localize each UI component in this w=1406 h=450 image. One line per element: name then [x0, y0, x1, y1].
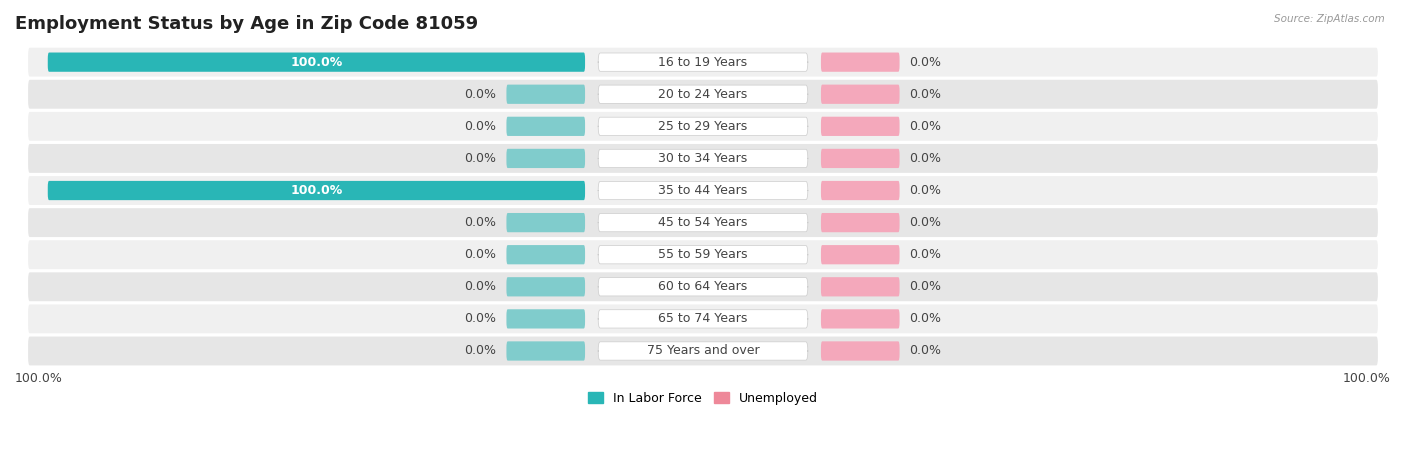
Text: 0.0%: 0.0%	[464, 152, 496, 165]
FancyBboxPatch shape	[598, 310, 808, 328]
Text: 0.0%: 0.0%	[464, 216, 496, 229]
FancyBboxPatch shape	[598, 53, 808, 71]
Text: 25 to 29 Years: 25 to 29 Years	[658, 120, 748, 133]
FancyBboxPatch shape	[506, 117, 585, 136]
Text: 0.0%: 0.0%	[464, 280, 496, 293]
Text: 0.0%: 0.0%	[910, 88, 942, 101]
FancyBboxPatch shape	[28, 240, 1378, 269]
Text: 30 to 34 Years: 30 to 34 Years	[658, 152, 748, 165]
Text: 0.0%: 0.0%	[464, 88, 496, 101]
FancyBboxPatch shape	[821, 245, 900, 264]
Text: 65 to 74 Years: 65 to 74 Years	[658, 312, 748, 325]
FancyBboxPatch shape	[506, 342, 585, 360]
Legend: In Labor Force, Unemployed: In Labor Force, Unemployed	[583, 387, 823, 410]
FancyBboxPatch shape	[506, 245, 585, 264]
Text: 0.0%: 0.0%	[910, 248, 942, 261]
FancyBboxPatch shape	[598, 278, 808, 296]
FancyBboxPatch shape	[598, 213, 808, 232]
Text: 20 to 24 Years: 20 to 24 Years	[658, 88, 748, 101]
FancyBboxPatch shape	[598, 149, 808, 167]
Text: 0.0%: 0.0%	[910, 216, 942, 229]
FancyBboxPatch shape	[506, 309, 585, 328]
FancyBboxPatch shape	[598, 246, 808, 264]
Text: 0.0%: 0.0%	[464, 345, 496, 357]
Text: 0.0%: 0.0%	[910, 312, 942, 325]
Text: 16 to 19 Years: 16 to 19 Years	[658, 56, 748, 69]
Text: 0.0%: 0.0%	[464, 120, 496, 133]
Text: 60 to 64 Years: 60 to 64 Years	[658, 280, 748, 293]
FancyBboxPatch shape	[28, 208, 1378, 237]
FancyBboxPatch shape	[48, 181, 585, 200]
FancyBboxPatch shape	[28, 272, 1378, 301]
Text: 100.0%: 100.0%	[290, 56, 343, 69]
Text: 35 to 44 Years: 35 to 44 Years	[658, 184, 748, 197]
Text: 0.0%: 0.0%	[910, 56, 942, 69]
Text: 100.0%: 100.0%	[290, 184, 343, 197]
FancyBboxPatch shape	[506, 277, 585, 297]
Text: 0.0%: 0.0%	[464, 248, 496, 261]
FancyBboxPatch shape	[598, 342, 808, 360]
Text: 100.0%: 100.0%	[15, 372, 63, 385]
FancyBboxPatch shape	[28, 176, 1378, 205]
FancyBboxPatch shape	[598, 85, 808, 104]
Text: 0.0%: 0.0%	[910, 345, 942, 357]
Text: 75 Years and over: 75 Years and over	[647, 345, 759, 357]
FancyBboxPatch shape	[821, 309, 900, 328]
FancyBboxPatch shape	[821, 117, 900, 136]
Text: 100.0%: 100.0%	[1343, 372, 1391, 385]
FancyBboxPatch shape	[28, 112, 1378, 141]
FancyBboxPatch shape	[506, 149, 585, 168]
FancyBboxPatch shape	[506, 213, 585, 232]
Text: 0.0%: 0.0%	[910, 280, 942, 293]
Text: Source: ZipAtlas.com: Source: ZipAtlas.com	[1274, 14, 1385, 23]
FancyBboxPatch shape	[598, 117, 808, 135]
FancyBboxPatch shape	[28, 305, 1378, 333]
FancyBboxPatch shape	[821, 85, 900, 104]
Text: Employment Status by Age in Zip Code 81059: Employment Status by Age in Zip Code 810…	[15, 15, 478, 33]
Text: 0.0%: 0.0%	[910, 184, 942, 197]
FancyBboxPatch shape	[598, 181, 808, 200]
FancyBboxPatch shape	[28, 80, 1378, 109]
FancyBboxPatch shape	[821, 277, 900, 297]
Text: 0.0%: 0.0%	[910, 120, 942, 133]
FancyBboxPatch shape	[821, 213, 900, 232]
FancyBboxPatch shape	[821, 53, 900, 72]
Text: 0.0%: 0.0%	[910, 152, 942, 165]
Text: 0.0%: 0.0%	[464, 312, 496, 325]
FancyBboxPatch shape	[28, 48, 1378, 76]
FancyBboxPatch shape	[48, 53, 585, 72]
Text: 55 to 59 Years: 55 to 59 Years	[658, 248, 748, 261]
FancyBboxPatch shape	[28, 144, 1378, 173]
FancyBboxPatch shape	[821, 342, 900, 360]
FancyBboxPatch shape	[28, 337, 1378, 365]
Text: 45 to 54 Years: 45 to 54 Years	[658, 216, 748, 229]
FancyBboxPatch shape	[506, 85, 585, 104]
FancyBboxPatch shape	[821, 149, 900, 168]
FancyBboxPatch shape	[821, 181, 900, 200]
